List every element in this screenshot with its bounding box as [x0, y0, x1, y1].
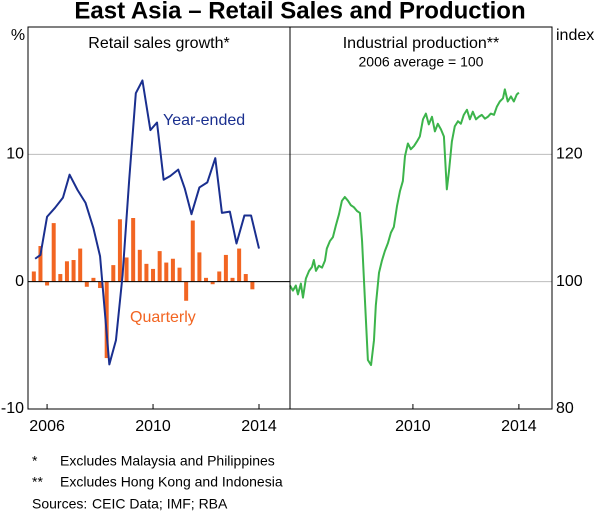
line — [34, 79, 260, 366]
y-tick-label: 10 — [6, 146, 24, 163]
bar — [157, 251, 162, 282]
y-tick-label: 0 — [15, 273, 24, 290]
bar — [230, 277, 235, 282]
bar — [71, 260, 76, 282]
bar — [237, 248, 242, 282]
y-tick-label: 80 — [556, 400, 574, 417]
bar — [217, 271, 222, 282]
bar — [210, 281, 215, 285]
bar — [144, 263, 149, 282]
x-tick-label: 2014 — [241, 418, 277, 435]
y-axis-label: % — [11, 27, 25, 44]
bar — [170, 258, 175, 282]
panel-title: Retail sales growth* — [88, 35, 229, 52]
bar — [91, 277, 96, 282]
bar — [184, 281, 189, 301]
y2-axis-label: index — [556, 27, 594, 44]
note-marker: * — [32, 453, 38, 469]
bar — [197, 252, 202, 282]
bar — [84, 281, 89, 287]
y-tick-label: -10 — [1, 400, 24, 417]
bar — [45, 281, 50, 286]
series-label: Year-ended — [163, 112, 245, 129]
x-tick-label: 2010 — [395, 418, 431, 435]
bar — [131, 218, 136, 282]
x-tick-label: 2006 — [29, 418, 65, 435]
panel-subtitle: 2006 average = 100 — [359, 54, 484, 70]
bar — [177, 267, 182, 282]
bar — [223, 254, 228, 282]
bar — [51, 223, 56, 282]
bar — [243, 274, 248, 282]
y-tick-label: 120 — [556, 146, 583, 163]
note-text: Excludes Hong Kong and Indonesia — [60, 474, 283, 490]
bar — [151, 268, 156, 282]
bar — [117, 219, 122, 282]
note-text: Excludes Malaysia and Philippines — [60, 453, 275, 469]
bar — [111, 265, 116, 282]
bar — [164, 262, 169, 282]
bar — [64, 261, 69, 282]
bar — [250, 281, 255, 290]
chart-title: East Asia – Retail Sales and Production — [74, 0, 525, 24]
bar — [38, 246, 43, 282]
bar — [190, 220, 195, 282]
y-tick-label: 100 — [556, 273, 583, 290]
bar — [31, 271, 36, 282]
series-label: Quarterly — [130, 309, 196, 326]
bar — [58, 274, 63, 282]
bar — [204, 277, 209, 282]
sources-text: CEIC Data; IMF; RBA — [92, 496, 228, 512]
x-tick-label: 2014 — [501, 418, 537, 435]
bar — [104, 281, 109, 359]
bar — [98, 281, 103, 289]
panel-title: Industrial production** — [343, 35, 500, 52]
bar — [78, 248, 83, 282]
bar — [137, 249, 142, 282]
x-tick-label: 2010 — [135, 418, 171, 435]
note-marker: ** — [32, 474, 43, 490]
bar — [124, 257, 129, 282]
sources-label: Sources: — [32, 496, 87, 512]
line — [289, 88, 520, 367]
